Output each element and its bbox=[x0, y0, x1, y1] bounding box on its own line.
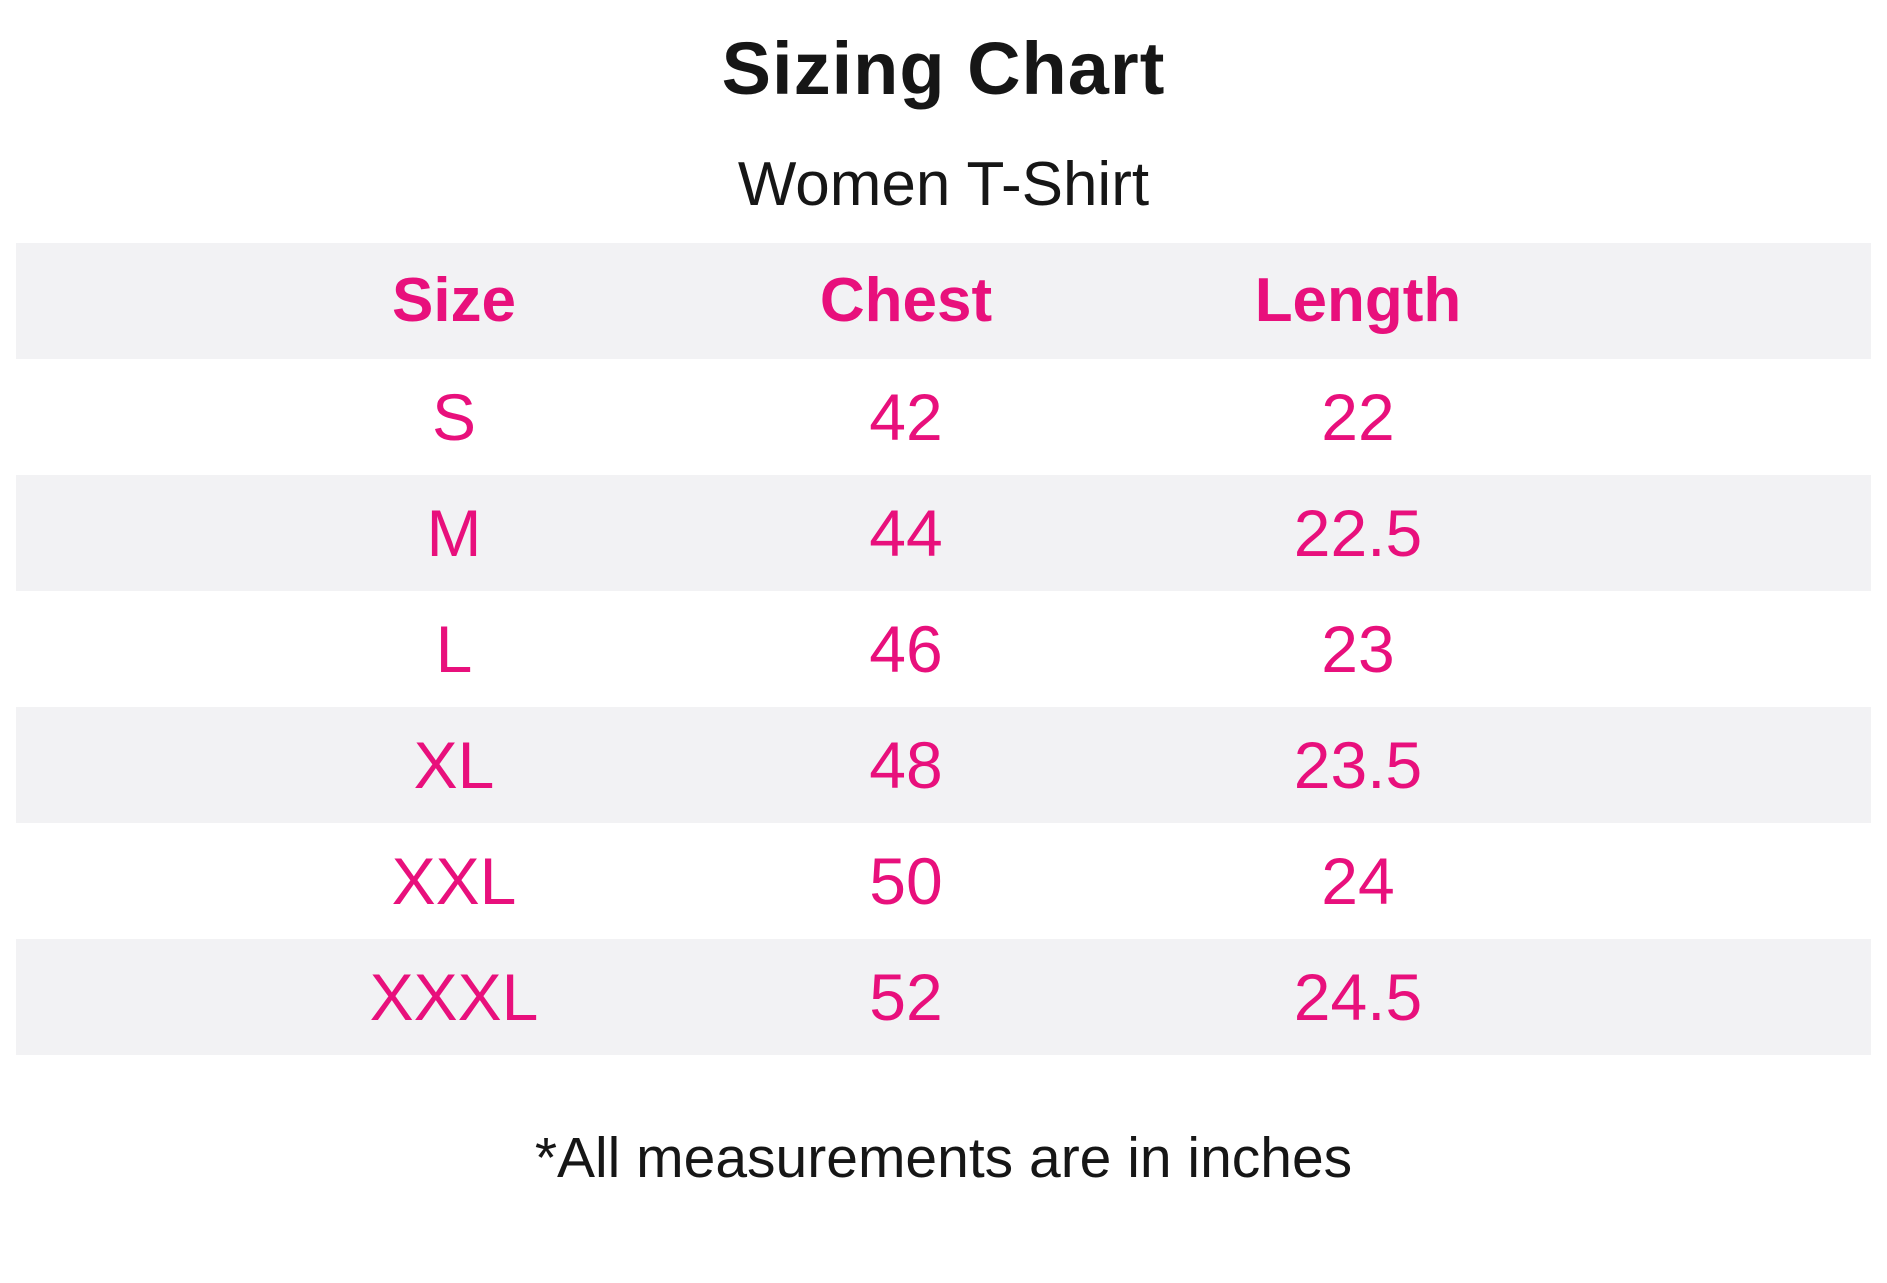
table-row: S 42 22 bbox=[16, 359, 1871, 476]
chest-cell: 42 bbox=[869, 380, 943, 455]
size-cell: XL bbox=[413, 728, 495, 803]
chest-cell: 52 bbox=[869, 960, 943, 1035]
chest-cell: 44 bbox=[869, 496, 943, 571]
chest-cell: 48 bbox=[869, 728, 943, 803]
length-cell: 22.5 bbox=[1293, 496, 1423, 571]
size-cell: L bbox=[435, 612, 473, 687]
page-subtitle: Women T-Shirt bbox=[737, 150, 1150, 220]
size-table: Size Chest Length S 42 22 M 44 22.5 L 46… bbox=[16, 243, 1871, 1056]
column-header-chest: Chest bbox=[819, 266, 993, 336]
length-cell: 22 bbox=[1321, 380, 1395, 455]
table-row: XXXL 52 24.5 bbox=[16, 939, 1871, 1056]
table-row: M 44 22.5 bbox=[16, 475, 1871, 592]
size-cell: S bbox=[431, 380, 477, 455]
measurements-footnote: *All measurements are in inches bbox=[534, 1126, 1353, 1191]
length-cell: 23 bbox=[1321, 612, 1395, 687]
sizing-chart-page: Sizing Chart Women T-Shirt Size Chest Le… bbox=[0, 26, 1887, 1191]
table-row: XL 48 23.5 bbox=[16, 707, 1871, 824]
size-cell: XXXL bbox=[369, 960, 539, 1035]
page-title: Sizing Chart bbox=[721, 27, 1166, 110]
column-header-length: Length bbox=[1254, 266, 1462, 336]
chest-cell: 46 bbox=[869, 612, 943, 687]
length-cell: 24.5 bbox=[1293, 960, 1423, 1035]
table-row: L 46 23 bbox=[16, 591, 1871, 708]
length-cell: 24 bbox=[1321, 844, 1395, 919]
size-cell: M bbox=[426, 496, 482, 571]
column-header-size: Size bbox=[391, 266, 517, 336]
table-header-row: Size Chest Length bbox=[16, 243, 1871, 360]
length-cell: 23.5 bbox=[1293, 728, 1423, 803]
table-row: XXL 50 24 bbox=[16, 823, 1871, 940]
size-cell: XXL bbox=[391, 844, 517, 919]
chest-cell: 50 bbox=[869, 844, 943, 919]
